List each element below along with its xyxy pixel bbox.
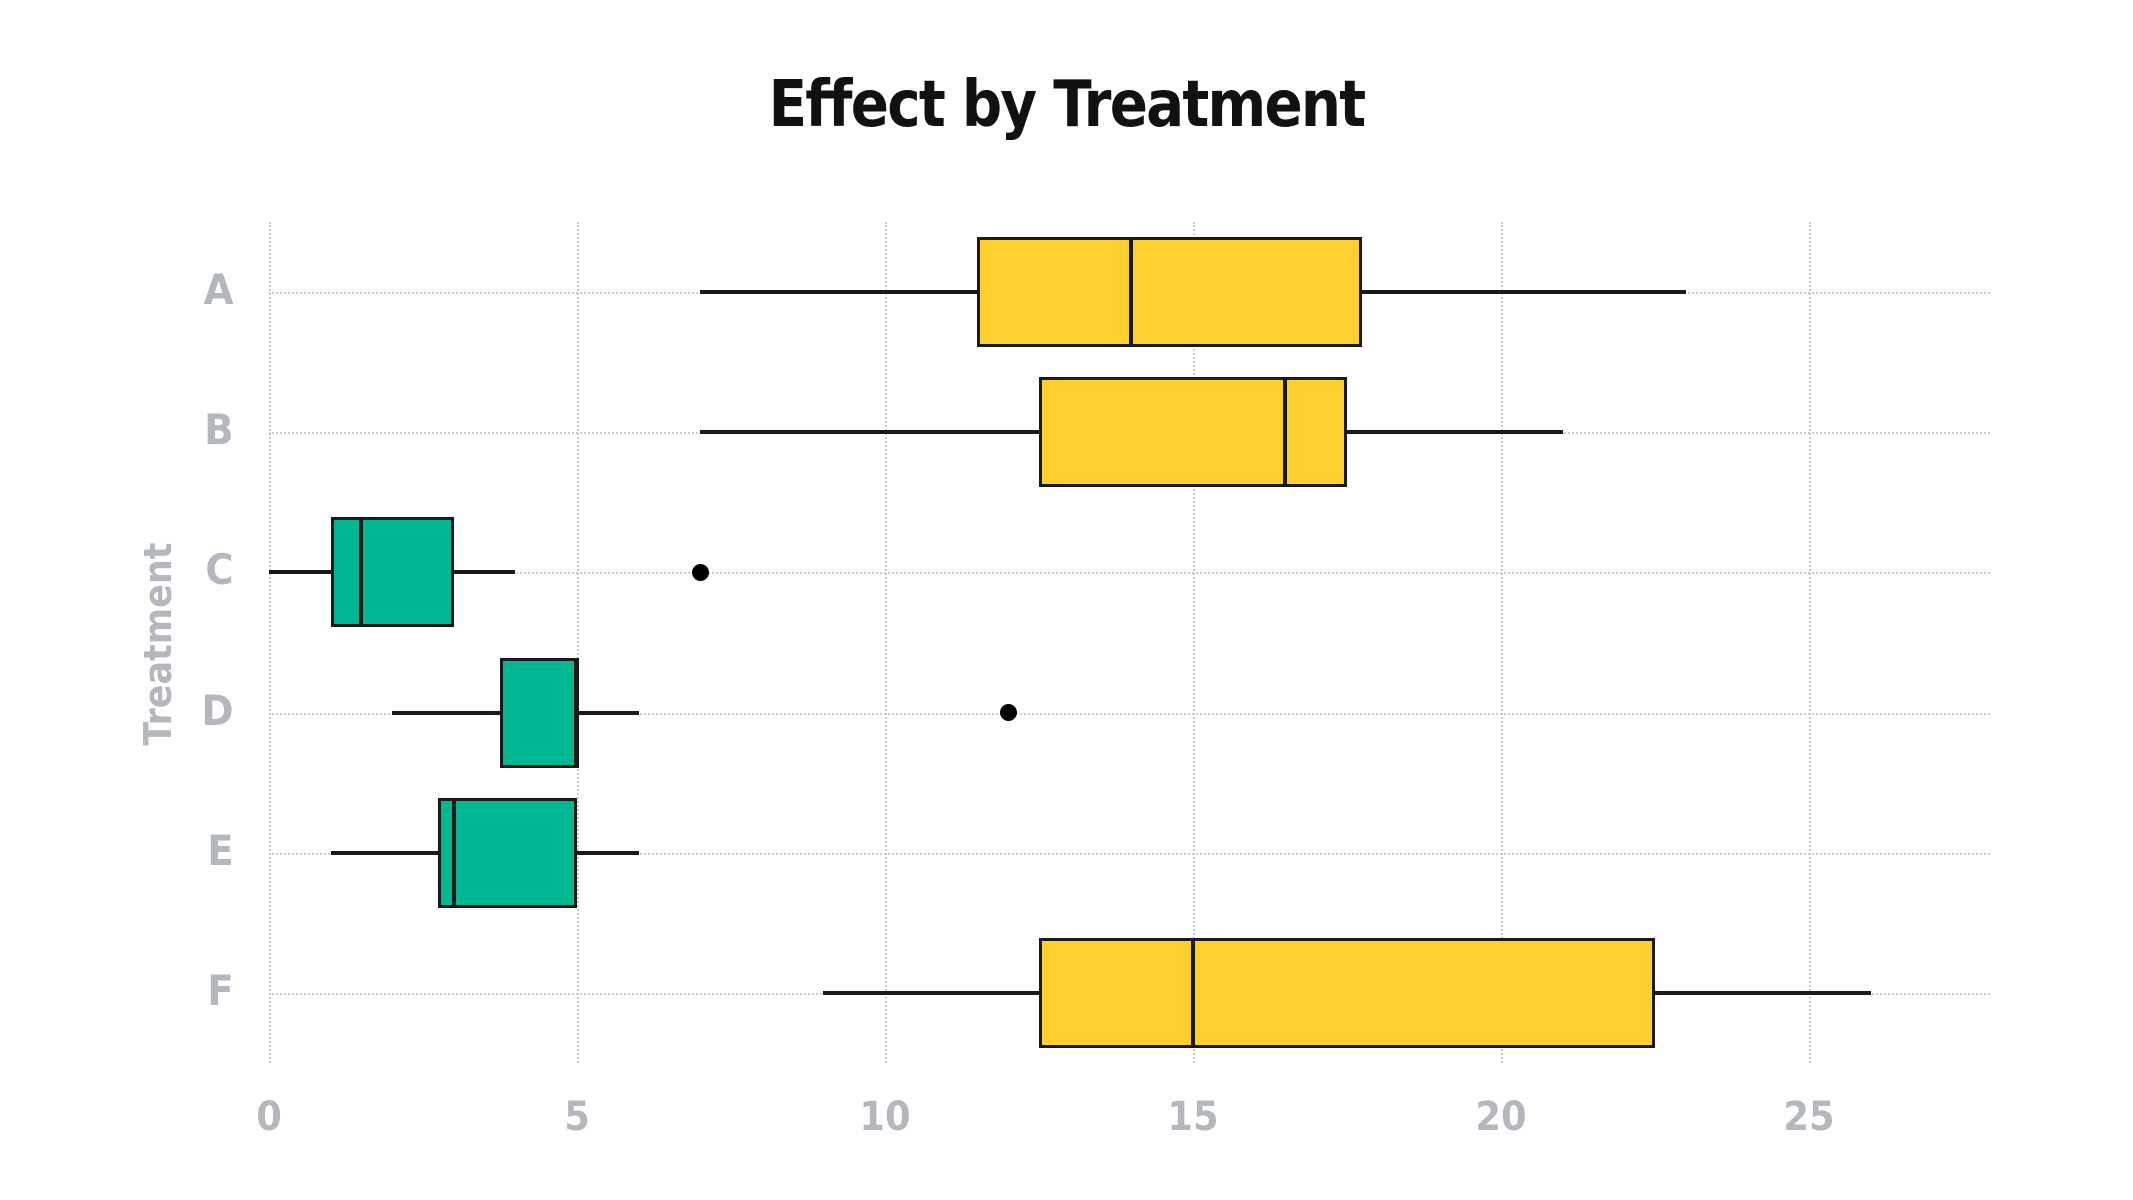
- y-category-label-D: D: [201, 685, 234, 735]
- y-gridline-E: [269, 852, 1990, 855]
- median-B: [1283, 377, 1288, 488]
- x-gridline-5: [577, 222, 579, 1063]
- y-category-label-E: E: [207, 825, 234, 875]
- x-gridline-15: [1193, 222, 1195, 1063]
- median-E: [451, 797, 456, 908]
- y-category-label-C: C: [205, 545, 234, 595]
- x-gridline-20: [1501, 222, 1503, 1063]
- outlier-D-12: [999, 704, 1017, 722]
- box-D: [500, 657, 577, 768]
- median-C: [359, 517, 364, 628]
- x-gridline-25: [1809, 222, 1811, 1063]
- y-axis-title: Treatment: [136, 542, 180, 746]
- chart-title: Effect by Treatment: [768, 68, 1367, 142]
- box-E: [438, 797, 577, 908]
- median-F: [1191, 937, 1195, 1048]
- box-C: [330, 517, 454, 628]
- median-D: [575, 657, 579, 768]
- box-F: [1039, 937, 1655, 1048]
- y-category-label-F: F: [207, 965, 234, 1015]
- x-tick-label-5: 5: [564, 1094, 590, 1140]
- median-A: [1129, 237, 1134, 348]
- x-tick-label-25: 25: [1783, 1094, 1835, 1140]
- x-gridline-10: [885, 222, 887, 1063]
- y-category-label-B: B: [204, 405, 234, 455]
- y-category-label-A: A: [203, 265, 234, 315]
- x-tick-label-10: 10: [859, 1094, 911, 1140]
- box-A: [977, 237, 1363, 348]
- x-tick-label-15: 15: [1167, 1094, 1219, 1140]
- x-tick-label-20: 20: [1475, 1094, 1527, 1140]
- y-gridline-D: [269, 712, 1990, 715]
- x-gridline-0: [269, 222, 271, 1063]
- y-gridline-C: [269, 572, 1990, 575]
- box-B: [1039, 377, 1347, 488]
- outlier-C-7: [691, 563, 709, 581]
- x-tick-label-0: 0: [256, 1094, 282, 1140]
